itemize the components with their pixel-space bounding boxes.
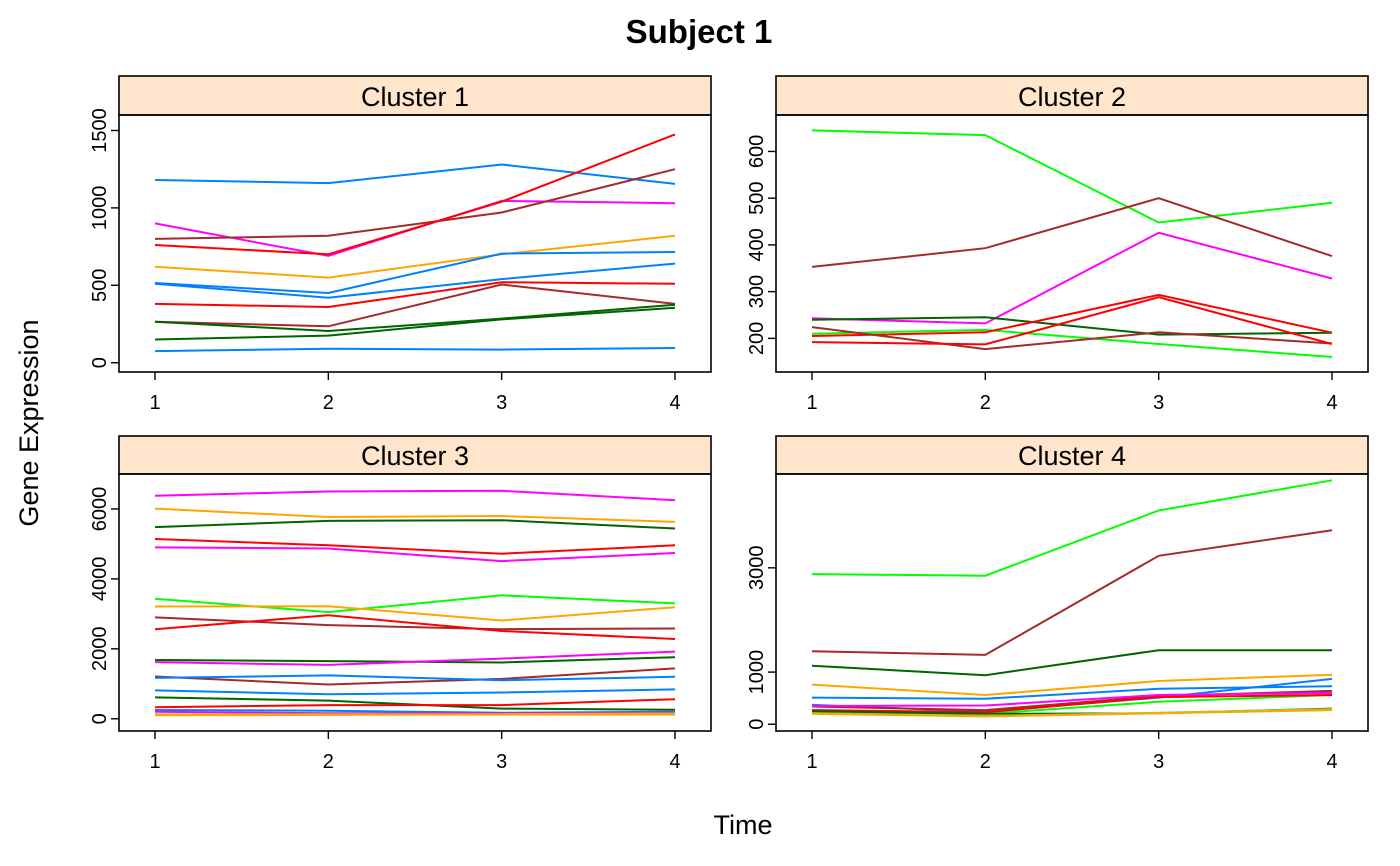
x-tick-label: 3 xyxy=(1153,392,1164,414)
series-line-3 xyxy=(811,231,1333,325)
series-line-5 xyxy=(154,546,676,563)
y-tick-label: 400 xyxy=(746,228,768,261)
x-tick-label: 3 xyxy=(496,751,507,773)
panel-strip xyxy=(118,435,712,475)
y-tick-label: 2000 xyxy=(89,627,111,672)
series-group xyxy=(154,133,676,353)
x-tick-label: 2 xyxy=(980,392,991,414)
chart-title: Subject 1 xyxy=(626,13,773,50)
panel-4: Cluster 4 1 2 3 4 0 1000 3000 xyxy=(746,435,1369,773)
series-line-12 xyxy=(154,667,676,686)
x-tick-label: 3 xyxy=(496,392,507,414)
series-line-10 xyxy=(154,303,676,333)
series-line-10 xyxy=(811,694,1333,714)
y-tick-label: 6000 xyxy=(89,487,111,532)
panel-2: Cluster 2 1 2 3 4 200 300 400 500 600 xyxy=(746,75,1369,414)
panel-strip-label: Cluster 1 xyxy=(361,82,469,112)
y-tick-label: 3000 xyxy=(746,546,768,591)
series-line-2 xyxy=(154,507,676,523)
y-tick-label: 600 xyxy=(746,135,768,168)
x-tick-label: 1 xyxy=(149,392,160,414)
series-line-6 xyxy=(154,251,676,295)
series-line-1 xyxy=(811,129,1333,224)
series-line-9 xyxy=(154,614,676,640)
series-line-9 xyxy=(154,283,676,328)
series-line-13 xyxy=(811,709,1333,718)
x-axis-title: Time xyxy=(714,810,773,840)
series-line-4 xyxy=(811,673,1333,697)
series-line-4 xyxy=(154,538,676,555)
series-line-8 xyxy=(811,296,1333,346)
y-tick-label: 0 xyxy=(746,719,768,730)
series-line-1 xyxy=(154,163,676,185)
y-tick-label: 1500 xyxy=(89,108,111,153)
panel-strip-label: Cluster 3 xyxy=(361,441,469,471)
series-line-2 xyxy=(811,529,1333,656)
panel-1: Cluster 1 1 2 3 4 0 500 1000 1500 xyxy=(89,75,712,414)
y-tick-label: 500 xyxy=(89,269,111,302)
panel-strip xyxy=(118,75,712,116)
series-line-13 xyxy=(154,674,676,682)
series-line-2 xyxy=(811,197,1333,268)
x-tick-label: 2 xyxy=(323,751,334,773)
y-tick-label: 1000 xyxy=(89,186,111,231)
series-line-1 xyxy=(154,489,676,502)
series-line-6 xyxy=(154,594,676,614)
y-tick-label: 500 xyxy=(746,182,768,215)
x-tick-label: 1 xyxy=(806,392,817,414)
y-tick-label: 300 xyxy=(746,275,768,308)
x-tick-label: 3 xyxy=(1153,751,1164,773)
series-group xyxy=(811,129,1333,358)
panel-3: Cluster 3 1 2 3 4 0 2000 4000 6000 xyxy=(89,435,712,773)
y-tick-label: 200 xyxy=(746,322,768,355)
x-tick-label: 4 xyxy=(669,751,680,773)
panel-frame xyxy=(775,114,1369,373)
x-tick-label: 1 xyxy=(806,751,817,773)
series-line-14 xyxy=(154,688,676,696)
panel-strip xyxy=(775,435,1369,475)
series-line-5 xyxy=(811,328,1333,358)
series-line-5 xyxy=(154,234,676,279)
panel-strip-label: Cluster 2 xyxy=(1018,82,1126,112)
x-tick-label: 4 xyxy=(669,392,680,414)
series-line-1 xyxy=(811,479,1333,577)
x-tick-label: 4 xyxy=(1326,751,1337,773)
series-line-6 xyxy=(811,293,1333,337)
x-tick-label: 1 xyxy=(149,751,160,773)
series-line-4 xyxy=(811,316,1333,336)
series-line-20 xyxy=(154,713,675,717)
series-line-3 xyxy=(154,168,676,240)
series-line-8 xyxy=(811,691,1333,707)
panel-frame xyxy=(118,114,712,373)
series-line-7 xyxy=(811,326,1333,351)
series-line-15 xyxy=(154,696,676,711)
series-group xyxy=(811,479,1333,718)
series-line-4 xyxy=(154,133,676,256)
series-line-16 xyxy=(154,698,676,709)
series-line-7 xyxy=(154,262,676,299)
y-axis-title: Gene Expression xyxy=(14,319,44,526)
series-line-12 xyxy=(154,347,676,353)
series-group xyxy=(154,489,676,717)
panel-strip-label: Cluster 4 xyxy=(1018,441,1126,471)
series-line-3 xyxy=(811,649,1332,677)
x-tick-label: 4 xyxy=(1326,392,1337,414)
y-tick-label: 1000 xyxy=(746,650,768,695)
panel-frame xyxy=(118,473,712,732)
x-tick-label: 2 xyxy=(323,392,334,414)
series-line-11 xyxy=(154,306,676,341)
x-tick-label: 2 xyxy=(980,751,991,773)
panel-frame xyxy=(775,473,1369,732)
y-tick-label: 4000 xyxy=(89,557,111,602)
y-tick-label: 0 xyxy=(89,713,111,724)
y-tick-label: 0 xyxy=(89,357,111,368)
series-line-7 xyxy=(154,605,676,622)
series-line-3 xyxy=(154,519,676,530)
series-line-8 xyxy=(154,281,676,309)
series-line-11 xyxy=(154,650,676,666)
